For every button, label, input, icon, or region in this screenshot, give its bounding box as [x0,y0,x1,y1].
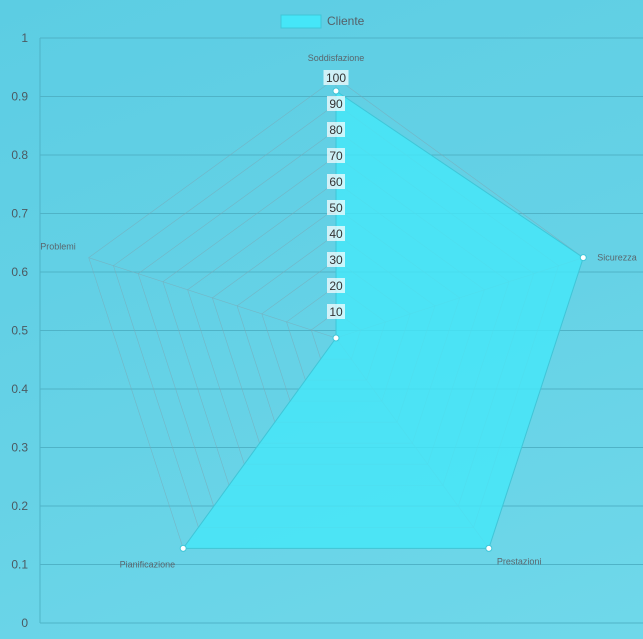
y-tick-label: 0.8 [11,148,28,162]
y-tick-label: 0 [21,616,28,630]
axis-label: Prestazioni [497,556,542,566]
radial-tick-label: 50 [329,201,343,215]
radial-tick-backdrop [327,96,345,111]
radial-tick-backdrop [327,174,345,189]
y-tick-label: 0.6 [11,265,28,279]
y-tick-label: 0.3 [11,441,28,455]
radial-tick-label: 90 [329,97,343,111]
radial-tick-label: 100 [326,71,346,85]
data-point [332,334,340,342]
radial-tick-label: 80 [329,123,343,137]
radial-tick-backdrop [327,278,345,293]
axis-label: Soddisfazione [308,53,365,63]
y-tick-label: 0.7 [11,207,28,221]
radar-spoke [88,257,337,339]
radial-tick-label: 70 [329,149,343,163]
y-tick-label: 1 [21,31,28,45]
radial-tick-backdrop [327,148,345,163]
legend-label: Cliente [327,14,365,28]
radial-tick-label: 10 [329,305,343,319]
y-tick-label: 0.5 [11,324,28,338]
axis-label: Pianificazione [120,559,176,569]
y-tick-label: 0.2 [11,499,28,513]
y-tick-label: 0.1 [11,558,28,572]
radial-tick-label: 40 [329,227,343,241]
y-tick-label: 0.4 [11,382,28,396]
radial-tick-label: 30 [329,253,343,267]
axis-label: Sicurezza [597,253,637,263]
radial-tick-backdrop [327,252,345,267]
legend: Cliente [280,14,365,29]
radial-tick-label: 60 [329,175,343,189]
data-point [579,254,587,262]
y-tick-label: 0.9 [11,90,28,104]
legend-swatch [280,14,322,29]
radial-tick-backdrop [327,226,345,241]
data-point [485,544,493,552]
radial-tick-backdrop [327,200,345,215]
radial-tick-backdrop [327,122,345,137]
data-point [179,544,187,552]
radial-tick-backdrop [323,70,349,85]
data-area [182,90,584,549]
radial-tick-backdrop [327,304,345,319]
radial-tick-label: 20 [329,279,343,293]
data-point [332,87,340,95]
axis-label: Problemi [40,242,76,252]
